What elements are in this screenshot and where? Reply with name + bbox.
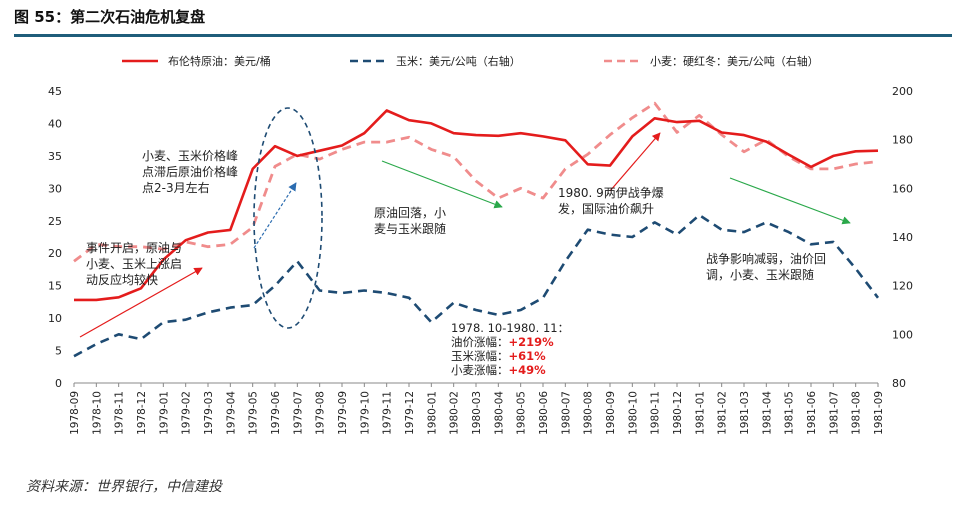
x-tick-label: 1979-03 xyxy=(203,391,215,435)
annotation-text: 点2-3月左右 xyxy=(142,180,210,195)
stats-annotation-line: 玉米涨幅：+61% xyxy=(451,349,546,363)
x-tick-label: 1980-09 xyxy=(605,391,617,435)
series-line-wheat xyxy=(73,101,879,263)
stats-label: 玉米涨幅： xyxy=(451,349,509,363)
y-right-tick-label: 140 xyxy=(892,231,913,244)
y-left-tick-label: 0 xyxy=(55,377,62,390)
down-arrow xyxy=(381,160,503,209)
x-tick-label: 1981-06 xyxy=(806,391,818,435)
legend-label: 玉米：美元/公吨（右轴） xyxy=(396,54,521,68)
x-tick-label: 1980-02 xyxy=(449,391,461,435)
y-right-tick-label: 100 xyxy=(892,328,913,341)
y-right-tick-label: 80 xyxy=(892,377,906,390)
x-tick-label: 1980-08 xyxy=(583,391,595,435)
y-right-tick-label: 180 xyxy=(892,134,913,147)
x-tick-label: 1979-01 xyxy=(158,391,170,435)
x-tick-label: 1979-09 xyxy=(337,391,349,435)
x-tick-label: 1979-11 xyxy=(382,391,394,435)
y-left-tick-label: 25 xyxy=(48,215,62,228)
up-arrow xyxy=(79,267,203,338)
stats-value: +49% xyxy=(509,363,547,377)
legend-label: 小麦：硬红冬：美元/公吨（右轴） xyxy=(650,54,819,68)
series-line-corn xyxy=(73,213,880,358)
annotation-text: 战争影响减弱，油价回 xyxy=(706,251,826,266)
stats-annotation-line: 油价涨幅：+219% xyxy=(451,335,554,349)
x-tick-label: 1979-07 xyxy=(292,391,304,435)
y-left-tick-label: 30 xyxy=(48,182,62,195)
y-left-tick-label: 5 xyxy=(55,345,62,358)
stats-label: 油价涨幅： xyxy=(451,335,509,349)
title-divider xyxy=(14,34,952,37)
x-tick-label: 1981-09 xyxy=(873,391,885,435)
x-tick-label: 1979-12 xyxy=(404,391,416,435)
stats-label: 1978. 10-1980. 11： xyxy=(451,321,569,335)
stats-annotation-line: 1978. 10-1980. 11： xyxy=(451,321,569,335)
x-tick-label: 1979-02 xyxy=(181,391,193,435)
highlight-ellipse xyxy=(253,107,323,329)
annotation-text: 发，国际油价飙升 xyxy=(558,201,654,216)
legend: 布伦特原油：美元/桶 玉米：美元/公吨（右轴） 小麦：硬红冬：美元/公吨（右轴） xyxy=(122,54,819,68)
x-tick-label: 1978-11 xyxy=(114,391,126,435)
x-tick-label: 1979-05 xyxy=(248,391,260,435)
series-layer xyxy=(73,101,880,358)
down-arrow xyxy=(729,177,851,225)
x-tick-label: 1981-04 xyxy=(761,391,773,435)
x-tick-label: 1980-06 xyxy=(538,391,550,435)
x-tick-label: 1979-08 xyxy=(315,391,327,435)
annotation-text: 点滞后原油价格峰 xyxy=(142,164,238,179)
annotation-text: 调，小麦、玉米跟随 xyxy=(706,267,814,282)
x-tick-label: 1981-05 xyxy=(784,391,796,435)
y-right-tick-label: 200 xyxy=(892,85,913,98)
x-tick-label: 1981-01 xyxy=(694,391,706,435)
annotation-text: 麦与玉米跟随 xyxy=(374,221,446,236)
annotation-text: 事件开启，原油与 xyxy=(86,241,182,255)
x-tick-label: 1980-11 xyxy=(650,391,662,435)
x-tick-label: 1980-03 xyxy=(471,391,483,435)
x-tick-label: 1980-05 xyxy=(516,391,528,435)
y-right-tick-label: 120 xyxy=(892,280,913,293)
x-tick-label: 1980-01 xyxy=(426,391,438,435)
stats-value: +61% xyxy=(509,349,547,363)
annotation-text: 原油回落，小 xyxy=(374,206,446,220)
page-title: 图 55：第二次石油危机复盘 xyxy=(14,8,206,26)
x-tick-label: 1980-12 xyxy=(672,391,684,435)
series-line-oil xyxy=(74,109,879,302)
y-left-tick-label: 10 xyxy=(48,312,62,325)
x-tick-label: 1980-04 xyxy=(493,391,505,435)
x-tick-label: 1981-02 xyxy=(717,391,729,435)
x-tick-label: 1979-04 xyxy=(225,391,237,435)
x-tick-label: 1978-10 xyxy=(91,391,103,435)
dashed-arrow xyxy=(253,182,297,249)
x-tick-label: 1979-06 xyxy=(270,391,282,435)
annotation-text: 小麦、玉米价格峰 xyxy=(142,148,238,163)
annotation-text: 1980. 9两伊战争爆 xyxy=(558,186,664,200)
legend-label: 布伦特原油：美元/桶 xyxy=(168,54,271,68)
x-tick-label: 1978-09 xyxy=(69,391,81,435)
up-arrow xyxy=(609,132,661,192)
y-left-tick-label: 40 xyxy=(48,117,62,130)
x-tick-label: 1978-12 xyxy=(136,391,148,435)
y-right-tick-label: 160 xyxy=(892,182,913,195)
y-left-tick-label: 15 xyxy=(48,280,62,293)
stats-label: 小麦涨幅： xyxy=(451,363,509,377)
annotation-text: 小麦、玉米上涨启 xyxy=(86,256,182,271)
axes-layer: 0 5 10 15 20 25 30 35 40 45 80 100 120 140 160 180 200 19… xyxy=(48,85,913,435)
x-tick-label: 1980-07 xyxy=(560,391,572,435)
x-tick-label: 1980-10 xyxy=(627,391,639,435)
source-note: 资料来源：世界银行，中信建投 xyxy=(26,479,222,495)
y-left-tick-label: 20 xyxy=(48,247,62,260)
stats-annotation-line: 小麦涨幅：+49% xyxy=(451,363,546,377)
annotation-text: 动反应均较快 xyxy=(86,272,158,287)
x-tick-label: 1981-03 xyxy=(739,391,751,435)
x-tick-label: 1979-10 xyxy=(359,391,371,435)
stats-value: +219% xyxy=(509,335,555,349)
y-left-tick-label: 45 xyxy=(48,85,62,98)
chart-svg: 0 5 10 15 20 25 30 35 40 45 80 100 120 140 160 180 200 19… xyxy=(48,54,913,435)
x-tick-label: 1981-07 xyxy=(828,391,840,435)
x-tick-label: 1981-08 xyxy=(851,391,863,435)
y-left-tick-label: 35 xyxy=(48,150,62,163)
chart-panel: 0 5 10 15 20 25 30 35 40 45 80 100 120 140 160 180 200 19… xyxy=(14,43,952,467)
